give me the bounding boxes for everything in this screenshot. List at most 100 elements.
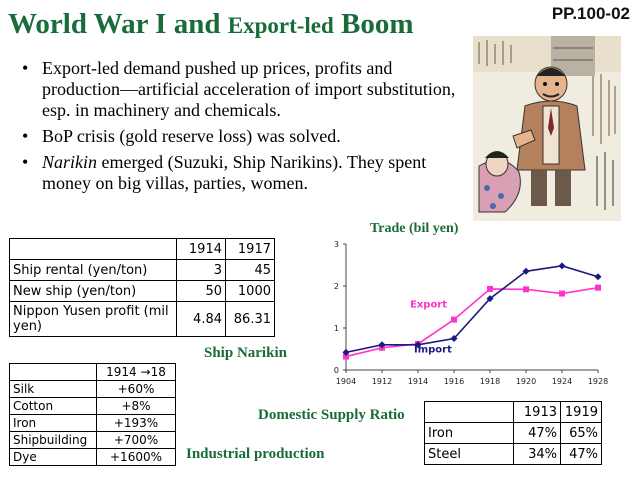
bullet-item: • BoP crisis (gold reserve loss) was solv… [22,126,472,147]
table-header-cell: 1919 [560,401,602,423]
data-point-export [595,284,601,291]
data-point-export [523,286,529,293]
table-cell: Shipbuilding [9,431,97,449]
series-label-export: Export [410,300,447,311]
bullet-item: • Narikin emerged (Suzuki, Ship Narikins)… [22,152,472,194]
x-tick-label: 1928 [588,377,608,386]
table-cell: +60% [96,380,176,398]
table-cell: 45 [225,259,275,281]
table-cell: Nippon Yusen profit (mil yen) [9,301,177,337]
bullet-text: emerged (Suzuki, Ship Narikins). They sp… [42,152,427,193]
table-row: Shipbuilding +700% [9,431,176,449]
bullet-item: • Export-led demand pushed up prices, pro… [22,58,472,121]
table-header-cell: 1914 [176,238,226,260]
series-label-import: Import [414,345,452,356]
data-point-import [378,341,386,349]
table-header-cell [9,238,177,260]
table-cell: Iron [9,414,97,432]
table-header-cell: 1913 [513,401,561,423]
bullet-text: Export-led demand pushed up prices, prof… [42,58,456,120]
bullet-italic-text: Narikin [42,152,98,172]
table-row: Steel 34% 47% [424,443,602,465]
table-header-row: 1914 1917 [9,238,275,260]
table-cell: +1600% [96,448,176,466]
table-header-cell [9,363,97,381]
x-tick-label: 1912 [372,377,392,386]
bullet-dot-icon: • [22,126,29,146]
table-cell: 3 [176,259,226,281]
table-cell: Silk [9,380,97,398]
data-point-import [558,262,566,270]
bullet-dot-icon: • [22,58,29,78]
domestic-supply-table: 1913 1919 Iron 47% 65% Steel 34% 47% [424,401,602,465]
table-row: Dye +1600% [9,448,176,466]
table-row: Ship rental (yen/ton) 3 45 [9,259,275,281]
chart-axes: 0 1 2 3 1904 1912 1914 1916 1918 1920 1924 1928 [334,240,608,386]
y-tick-label: 1 [334,324,339,333]
series-line-export [345,286,599,358]
series-line-import [345,265,599,354]
data-point-import [450,335,458,342]
table-row: New ship (yen/ton) 50 1000 [9,280,275,302]
table-header-cell [424,401,514,423]
industrial-production-caption: Industrial production [186,446,325,462]
bullet-text: BoP crisis (gold reserve loss) was solve… [42,126,341,146]
data-point-import [486,295,494,303]
slide-title: World War I and Export-led Boom [8,8,414,41]
trade-chart: Trade (bil yen) 0 1 2 3 1904 1912 1914 1916 1918… [334,221,608,386]
table-cell: 65% [560,422,602,444]
bullet-list: • Export-led demand pushed up prices, pro… [22,58,472,199]
table-cell: Dye [9,448,97,466]
table-cell: Ship rental (yen/ton) [9,259,177,281]
table-cell: New ship (yen/ton) [9,280,177,302]
table-header-row: 1914 →18 [9,363,176,381]
data-point-import [414,341,422,349]
ship-narikin-table: 1914 1917 Ship rental (yen/ton) 3 45 New… [9,238,275,337]
table-cell: Cotton [9,397,97,415]
data-point-import [594,273,602,281]
table-cell: +193% [96,414,176,432]
title-part-2: Export-led [227,13,334,38]
table-cell: +8% [96,397,176,415]
table-cell: 1000 [225,280,275,302]
y-tick-label: 0 [334,366,339,375]
table-cell: +700% [96,431,176,449]
title-part-1: World War I and [8,8,228,40]
x-tick-label: 1920 [516,377,536,386]
table-cell: 86.31 [225,301,275,337]
table-row: Nippon Yusen profit (mil yen) 4.84 86.31 [9,301,275,337]
table-cell: 4.84 [176,301,226,337]
table-header-cell: 1914 →18 [96,363,176,381]
table-header-cell: 1917 [225,238,275,260]
ship-narikin-caption: Ship Narikin [204,345,287,361]
narikin-cartoon-icon [473,36,621,221]
table-cell: Iron [424,422,514,444]
chart-title: Trade (bil yen) [370,221,459,236]
x-tick-label: 1916 [444,377,464,386]
x-tick-label: 1904 [336,377,356,386]
data-point-export [559,290,565,297]
table-row: Iron 47% 65% [424,422,602,444]
table-cell: 50 [176,280,226,302]
table-row: Silk +60% [9,380,176,398]
y-tick-label: 3 [334,240,339,249]
data-point-export [451,316,457,323]
page-reference: PP.100-02 [551,4,630,23]
table-cell: 47% [560,443,602,465]
data-point-import [342,348,350,356]
data-point-import [522,267,530,275]
table-cell: Steel [424,443,514,465]
y-tick-label: 2 [334,282,339,291]
table-row: Iron +193% [9,414,176,432]
domestic-supply-caption: Domestic Supply Ratio [258,407,405,423]
industrial-production-table: 1914 →18 Silk +60% Cotton +8% Iron +193% Sh… [9,363,176,466]
table-row: Cotton +8% [9,397,176,415]
bullet-dot-icon: • [22,152,29,172]
x-tick-label: 1918 [480,377,500,386]
x-tick-label: 1924 [552,377,572,386]
data-point-export [487,285,493,292]
chart-series: Export Import [342,262,602,360]
title-part-3: Boom [333,8,414,40]
data-point-export [343,353,349,360]
x-tick-label: 1914 [408,377,428,386]
